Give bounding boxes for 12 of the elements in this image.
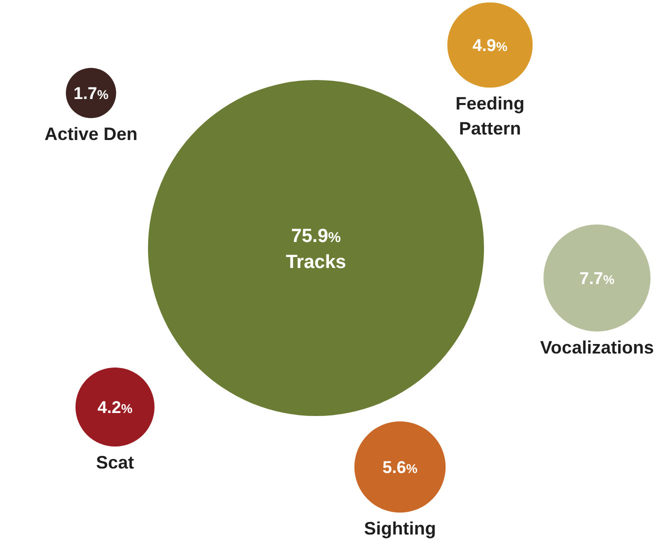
category-label: Sighting	[364, 518, 436, 539]
category-label: Feeding Pattern	[455, 94, 525, 139]
data-label: 1.7%	[74, 84, 108, 103]
category-label: Scat	[96, 452, 134, 473]
data-label: 5.6%	[382, 458, 418, 477]
data-label: 7.7%	[580, 269, 614, 288]
category-label: Tracks	[286, 252, 346, 273]
category-label: Active Den	[44, 124, 138, 144]
data-label: 75.9%	[291, 226, 342, 247]
category-label: Vocalizations	[540, 338, 654, 358]
data-label: 4.9%	[472, 36, 508, 55]
data-label: 4.2%	[98, 398, 132, 417]
